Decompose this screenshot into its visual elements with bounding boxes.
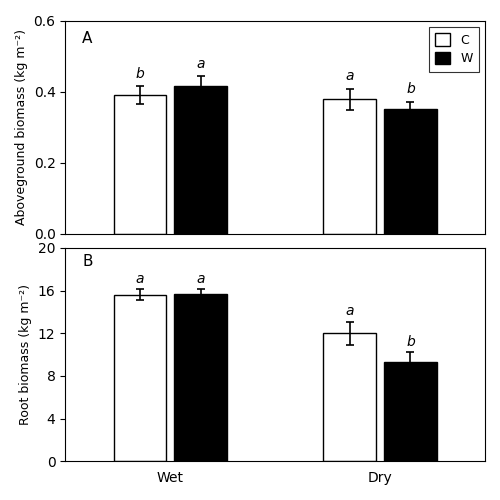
Bar [384, 110, 436, 234]
Bar [384, 362, 436, 462]
Text: a: a [346, 70, 354, 84]
Bar [114, 295, 166, 462]
Text: b: b [406, 82, 415, 96]
Text: b: b [406, 334, 415, 348]
Text: a: a [346, 304, 354, 318]
Text: b: b [136, 67, 144, 81]
Legend: C, W: C, W [429, 26, 479, 72]
Bar [174, 294, 227, 462]
Text: a: a [136, 272, 144, 286]
Text: B: B [82, 254, 92, 270]
Text: A: A [82, 31, 92, 46]
Y-axis label: Root biomass (kg m⁻²): Root biomass (kg m⁻²) [20, 284, 32, 425]
Bar [324, 100, 376, 234]
Y-axis label: Aboveground biomass (kg m⁻²): Aboveground biomass (kg m⁻²) [15, 29, 28, 225]
Bar [324, 333, 376, 462]
Bar [174, 86, 227, 234]
Text: a: a [196, 272, 205, 286]
Bar [114, 95, 166, 234]
Text: a: a [196, 57, 205, 71]
